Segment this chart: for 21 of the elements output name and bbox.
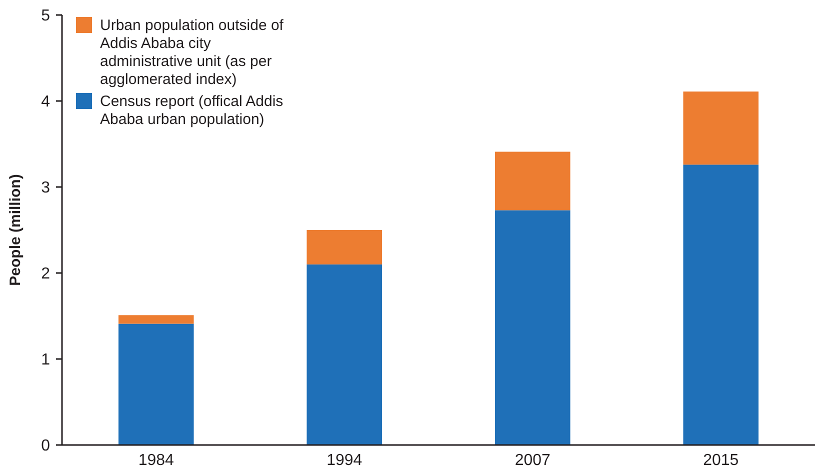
bar: [118, 315, 194, 324]
x-tick-label: 1994: [326, 452, 362, 469]
bar: [306, 264, 382, 445]
bar: [306, 230, 382, 264]
y-tick-label: 1: [41, 352, 50, 369]
bar: [494, 152, 570, 210]
x-tick-label: 2007: [514, 452, 551, 469]
bar: [494, 210, 570, 445]
y-tick-label: 4: [41, 94, 50, 111]
legend-label: Urban population outside of Addis Ababa city administrative unit (as per agglomerated index): [100, 17, 284, 88]
y-tick-label: 5: [41, 8, 50, 25]
x-tick-label: 2015: [703, 452, 739, 469]
bar: [683, 164, 759, 445]
y-tick-label: 3: [41, 180, 50, 197]
y-tick-label: 2: [41, 266, 50, 283]
legend-label: Census report (offical Addis Ababa urban population): [100, 93, 284, 128]
bar: [683, 92, 759, 165]
y-axis-title: People (million): [7, 174, 24, 286]
y-tick-label: 0: [41, 438, 50, 455]
x-tick-label: 1984: [138, 452, 174, 469]
bar: [118, 324, 194, 445]
